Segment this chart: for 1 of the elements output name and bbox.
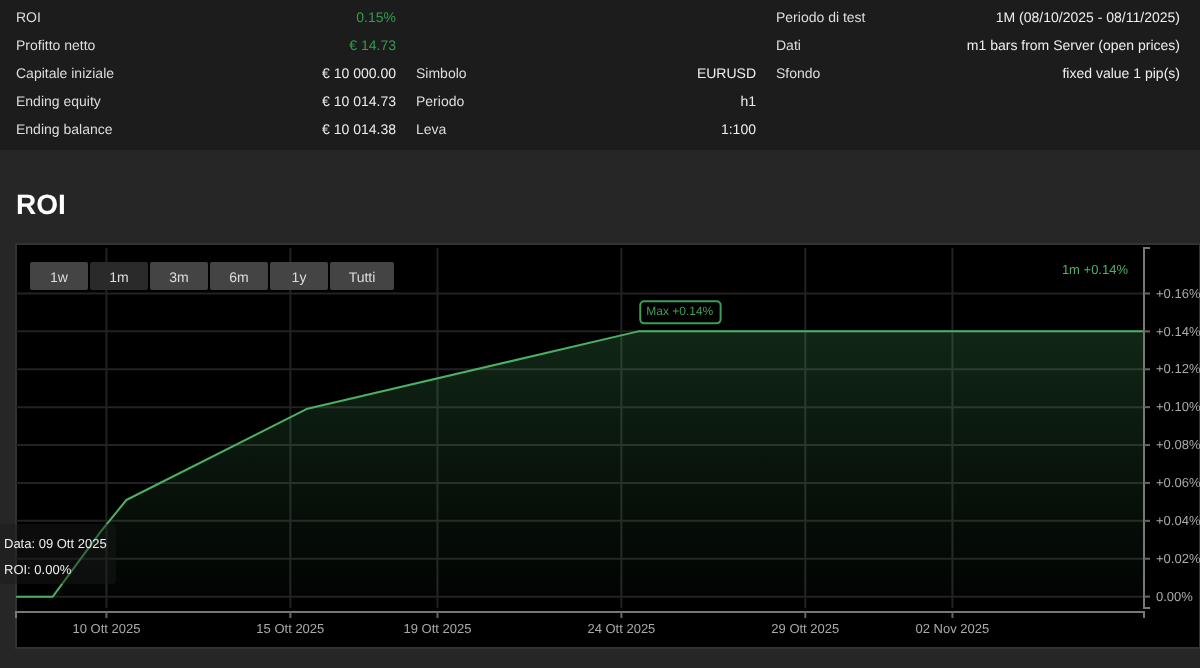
chart-title: ROI [16, 188, 66, 220]
